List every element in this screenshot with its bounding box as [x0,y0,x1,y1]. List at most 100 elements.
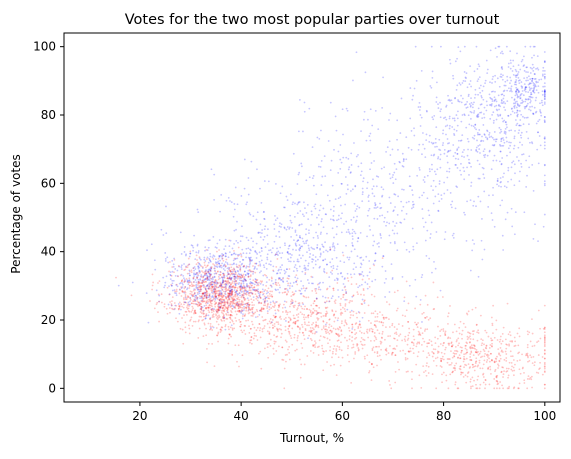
scatter-point [251,301,254,304]
scatter-point [264,246,267,249]
scatter-point [512,65,515,68]
scatter-point [373,339,376,342]
scatter-point [220,305,222,308]
scatter-point [500,350,503,353]
scatter-point [302,284,305,287]
scatter-point [255,242,258,245]
scatter-point [527,333,529,336]
scatter-point [204,317,207,320]
scatter-point [408,350,410,353]
scatter-point [239,289,242,292]
scatter-point [352,343,355,346]
scatter-point [303,267,306,270]
scatter-point [218,265,221,268]
scatter-point [334,316,337,319]
scatter-point [203,278,206,281]
scatter-point [349,311,352,313]
scatter-point [206,265,209,267]
scatter-point [207,287,210,290]
scatter-point [287,290,290,293]
scatter-point [302,240,305,243]
scatter-point [293,306,295,309]
scatter-point [260,250,263,252]
scatter-point [422,337,424,340]
scatter-point [225,313,227,315]
scatter-point [249,259,251,262]
scatter-point [461,346,463,349]
scatter-point [316,246,319,249]
scatter-point [305,240,307,243]
scatter-point [373,160,375,162]
scatter-point [388,119,390,121]
scatter-point [402,165,405,168]
scatter-point [433,153,436,156]
scatter-point [270,294,273,296]
scatter-point [224,328,227,331]
scatter-point [285,309,288,312]
scatter-point [516,156,518,158]
scatter-point [499,143,501,146]
scatter-point [486,353,489,356]
scatter-point [405,280,408,283]
scatter-point [273,342,276,345]
scatter-point [211,307,213,310]
scatter-point [222,281,224,284]
scatter-point [533,86,536,89]
scatter-point [260,281,263,284]
scatter-point [318,266,321,269]
scatter-point [499,160,501,163]
scatter-point [302,334,305,337]
scatter-point [276,272,279,275]
scatter-point [385,301,388,303]
scatter-point [380,236,383,239]
scatter-point [275,183,277,185]
scatter-point [543,116,546,118]
scatter-point [481,367,484,370]
scatter-point [291,254,293,256]
scatter-point [338,214,340,217]
scatter-point [486,138,489,141]
scatter-point [387,335,390,338]
scatter-point [238,310,241,312]
scatter-point [346,256,349,259]
scatter-point [225,258,228,261]
scatter-point [291,301,294,304]
scatter-point [241,279,243,282]
scatter-point [204,274,207,276]
scatter-point [536,67,539,70]
scatter-point [237,253,239,256]
scatter-point [339,158,342,161]
scatter-point [258,309,261,312]
scatter-point [157,293,160,296]
scatter-point [166,256,169,259]
scatter-point [411,189,414,192]
scatter-point [304,289,306,292]
scatter-point [543,174,546,177]
scatter-point [233,243,236,245]
scatter-point [162,276,165,279]
scatter-point [296,260,299,263]
scatter-point [218,294,221,297]
scatter-point [240,279,243,282]
scatter-point [474,123,477,126]
scatter-point [480,344,483,347]
scatter-point [215,272,218,275]
scatter-point [212,291,215,293]
scatter-point [314,342,317,344]
scatter-point [313,332,316,335]
scatter-point [537,340,540,343]
scatter-point [355,312,358,315]
scatter-point [346,308,349,311]
scatter-point [267,291,269,294]
scatter-point [317,223,320,226]
scatter-point [501,340,504,343]
scatter-point [196,298,199,300]
scatter-point [193,291,196,294]
scatter-point [535,80,538,83]
scatter-point [303,363,306,366]
scatter-point [332,264,335,267]
scatter-point [473,134,476,137]
scatter-point [249,283,252,285]
scatter-point [372,234,375,237]
scatter-point [269,303,272,306]
